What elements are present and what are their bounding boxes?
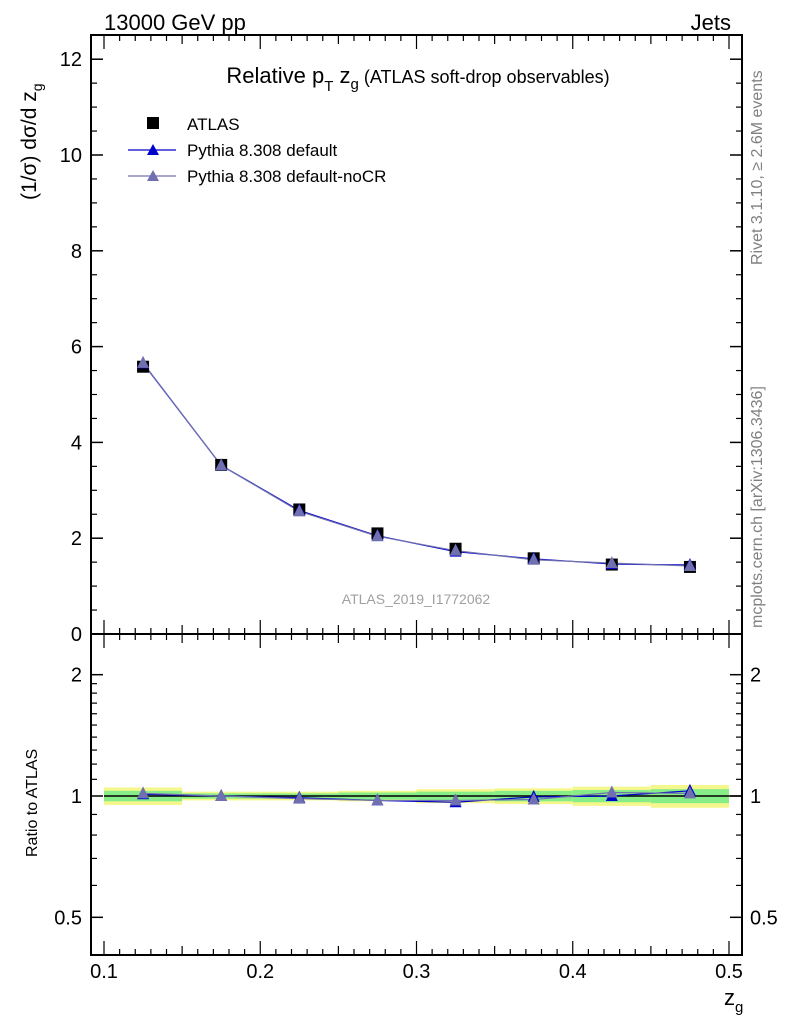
legend-label-nocr: Pythia 8.308 default-noCR (187, 167, 386, 186)
ratio-data-point (137, 786, 150, 799)
legend-label-atlas: ATLAS (187, 115, 240, 134)
x-tick-label: 0.3 (403, 961, 431, 983)
main-y-tick-label: 4 (71, 432, 82, 454)
main-series-line (142, 362, 690, 567)
legend-marker-nocr (147, 170, 159, 181)
analysis-watermark: ATLAS_2019_I1772062 (342, 591, 491, 607)
mc-data-point (137, 355, 150, 368)
rivet-note: Rivet 3.1.10, ≥ 2.6M events (749, 70, 766, 265)
ratio-data-point (371, 793, 384, 806)
legend-marker-default (147, 144, 159, 155)
legend: ATLAS Pythia 8.308 default Pythia 8.308 … (128, 115, 386, 186)
x-axis-label: zg (724, 985, 743, 1016)
ratio-data-point (293, 791, 306, 804)
plot-title: Relative pT zg (ATLAS soft-drop observab… (226, 63, 609, 95)
ratio-plot-data (137, 783, 696, 808)
main-y-axis-label: (1/σ) dσ/d zg (18, 83, 45, 200)
main-y-tick-label: 10 (60, 145, 82, 167)
header-right: Jets (691, 10, 731, 35)
main-y-tick-label: 0 (71, 624, 82, 646)
x-tick-label: 0.4 (559, 961, 587, 983)
mc-data-point (683, 558, 696, 571)
ratio-y-tick-label: 2 (71, 665, 82, 687)
mc-data-point (527, 552, 540, 565)
ratio-series-line (143, 791, 690, 802)
legend-label-default: Pythia 8.308 default (187, 141, 338, 160)
ratio-data-point (527, 792, 540, 805)
ratio-data-point (605, 785, 618, 798)
ratio-uncertainty-bands (104, 784, 742, 808)
main-y-tick-label: 8 (71, 241, 82, 263)
ratio-y-tick-label-right: 1 (750, 786, 761, 808)
ratio-y-axis-label: Ratio to ATLAS (24, 749, 41, 857)
main-y-tick-label: 2 (71, 528, 82, 550)
main-y-tick-label: 12 (60, 49, 82, 71)
mc-data-point (293, 504, 306, 517)
ratio-y-tick-label-right: 0.5 (750, 907, 778, 929)
main-y-tick-label: 6 (71, 337, 82, 359)
main-plot-data (137, 355, 696, 573)
ratio-y-tick-label: 1 (71, 786, 82, 808)
ratio-data-point (683, 786, 696, 799)
main-axis-ticks: 0 2 4 6 8 10 12 (60, 34, 742, 646)
legend-marker-atlas (147, 117, 159, 129)
x-tick-label: 0.1 (90, 961, 118, 983)
mc-data-point (371, 529, 384, 542)
ratio-y-tick-label: 0.5 (54, 907, 82, 929)
x-tick-label: 0.2 (246, 961, 274, 983)
ratio-data-point (215, 789, 228, 801)
mc-data-point (449, 543, 462, 556)
ratio-axis-ticks: 0.5 0.5 1 1 2 2 0.1 0.2 0.3 0.4 0.5 (54, 634, 778, 983)
mc-data-point (215, 458, 228, 471)
mc-data-point (605, 556, 618, 569)
mcplots-note: mcplots.cern.ch [arXiv:1306.3436] (749, 386, 766, 628)
ratio-y-tick-label-right: 2 (750, 665, 761, 687)
ratio-data-point (449, 793, 462, 806)
header-left: 13000 GeV pp (104, 10, 246, 35)
x-tick-label: 0.5 (715, 961, 743, 983)
